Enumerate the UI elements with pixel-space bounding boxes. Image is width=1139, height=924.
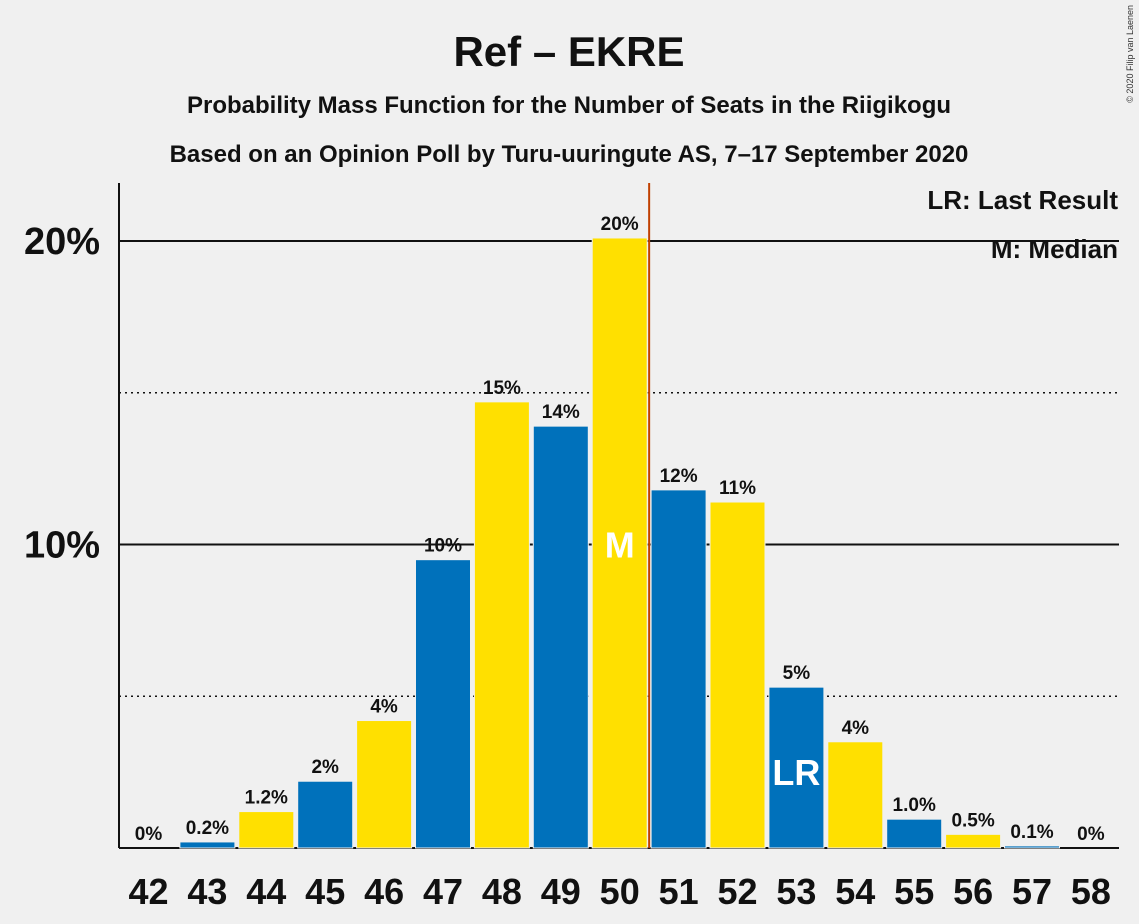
- value-label: 0.5%: [951, 810, 994, 831]
- x-tick-label: 51: [659, 871, 699, 912]
- bar: [886, 818, 943, 849]
- value-label: 0.2%: [186, 818, 229, 839]
- x-tick-label: 52: [717, 871, 757, 912]
- value-label: 1.2%: [245, 788, 288, 809]
- x-tick-label: 58: [1071, 871, 1111, 912]
- y-tick-label: 20%: [24, 221, 100, 263]
- x-tick-label: 48: [482, 871, 522, 912]
- value-label: 1.0%: [893, 795, 936, 816]
- bar: [356, 720, 413, 849]
- bar: [1004, 845, 1060, 849]
- value-label: 15%: [483, 378, 521, 399]
- x-tick-label: 53: [776, 871, 816, 912]
- chart-subtitle-2: Based on an Opinion Poll by Turu-uuringu…: [170, 141, 969, 168]
- x-tick-label: 43: [187, 871, 227, 912]
- legend-median: M: Median: [991, 234, 1118, 264]
- bar: [591, 237, 648, 849]
- bar: [945, 833, 1002, 849]
- value-label: 11%: [719, 478, 756, 499]
- x-tick-label: 45: [305, 871, 345, 912]
- markers: M LR: [605, 183, 820, 848]
- value-label: 10%: [424, 536, 462, 557]
- x-tick-label: 55: [894, 871, 934, 912]
- bar: [238, 811, 295, 849]
- bar: [532, 425, 589, 849]
- bars: [179, 237, 1060, 849]
- value-labels: 0% 0.2% 1.2% 2% 4% 10% 15% 14% 20% 12% 11% 5% 4% 1.0%…: [135, 214, 1105, 845]
- x-tick-label: 57: [1012, 871, 1052, 912]
- x-tick-labels: 42 43 44 45 46 47 48 49 50 51 52 53 54 55 56 57 58: [128, 871, 1110, 912]
- y-tick-label: 10%: [24, 525, 100, 567]
- bar: [297, 780, 354, 849]
- value-label: 0%: [1077, 824, 1105, 845]
- chart-title: Ref – EKRE: [453, 28, 684, 75]
- x-tick-label: 42: [128, 871, 168, 912]
- x-tick-label: 47: [423, 871, 463, 912]
- last-result-marker: LR: [772, 752, 820, 793]
- x-tick-label: 49: [541, 871, 581, 912]
- value-label: 0.1%: [1010, 822, 1053, 843]
- chart-subtitle-1: Probability Mass Function for the Number…: [187, 92, 951, 119]
- x-tick-label: 56: [953, 871, 993, 912]
- x-tick-label: 46: [364, 871, 404, 912]
- value-label: 2%: [311, 757, 339, 778]
- x-tick-label: 50: [600, 871, 640, 912]
- value-label: 4%: [370, 697, 398, 718]
- value-label: 20%: [601, 214, 639, 235]
- bar: [827, 741, 884, 849]
- y-tick-labels: 10% 20%: [24, 221, 100, 567]
- x-tick-label: 44: [246, 871, 286, 912]
- value-label: 4%: [842, 718, 870, 739]
- copyright-notice: © 2020 Filip van Laenen: [1125, 5, 1135, 103]
- bar: [650, 489, 707, 849]
- bar: [709, 501, 766, 849]
- bar: [415, 559, 471, 849]
- bar: [768, 686, 825, 849]
- value-label: 12%: [660, 466, 698, 487]
- x-tick-label: 54: [835, 871, 875, 912]
- bar: [179, 841, 236, 849]
- value-label: 5%: [783, 663, 811, 684]
- median-marker: M: [605, 525, 635, 566]
- value-label: 14%: [542, 402, 580, 423]
- value-label: 0%: [135, 824, 163, 845]
- legend-last-result: LR: Last Result: [927, 185, 1118, 215]
- bar: [473, 401, 530, 849]
